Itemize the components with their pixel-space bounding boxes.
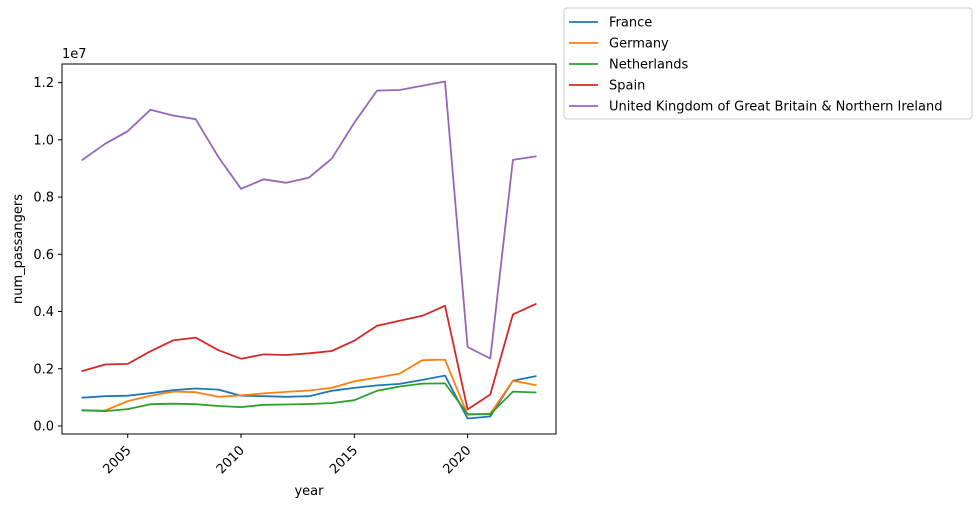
x-tick-label-3: 2020 <box>440 443 474 477</box>
legend-label-3: Spain <box>609 79 645 94</box>
legend-label-4: United Kingdom of Great Britain & Northe… <box>609 100 942 115</box>
y-tick-label-2: 0.4 <box>33 305 54 320</box>
x-axis: 2005 2010 2015 2020 <box>101 434 474 477</box>
series-line-0 <box>81 374 537 420</box>
series-layer <box>81 80 537 420</box>
y-tick-label-5: 1.0 <box>33 133 54 148</box>
y-axis: 0.0 0.2 0.4 0.6 0.8 1.0 1.2 <box>33 76 62 434</box>
y-offset-label: 1e7 <box>62 47 87 62</box>
series-line-2 <box>81 382 537 416</box>
legend-frame <box>563 7 973 120</box>
legend-items: France Germany Netherlands Spain United King… <box>569 16 942 115</box>
plot-area-frame <box>61 63 557 435</box>
y-axis-label: num_passangers <box>11 194 26 304</box>
y-tick-label-0: 0.0 <box>33 419 54 434</box>
legend-label-2: Netherlands <box>609 58 688 73</box>
y-tick-label-6: 1.2 <box>33 76 54 91</box>
series-line-4 <box>81 80 537 360</box>
y-tick-label-1: 0.2 <box>33 362 54 377</box>
x-tick-label-2: 2015 <box>327 443 361 477</box>
legend-label-0: France <box>609 16 652 31</box>
y-tick-label-4: 0.8 <box>33 191 54 206</box>
x-tick-label-1: 2010 <box>214 443 248 477</box>
series-line-3 <box>81 302 537 411</box>
legend: France Germany Netherlands Spain United King… <box>563 7 973 120</box>
series-line-1 <box>81 358 537 416</box>
legend-label-1: Germany <box>609 37 669 52</box>
y-tick-label-3: 0.6 <box>33 248 54 263</box>
x-axis-label: year <box>294 484 324 499</box>
x-tick-label-0: 2005 <box>101 443 135 477</box>
